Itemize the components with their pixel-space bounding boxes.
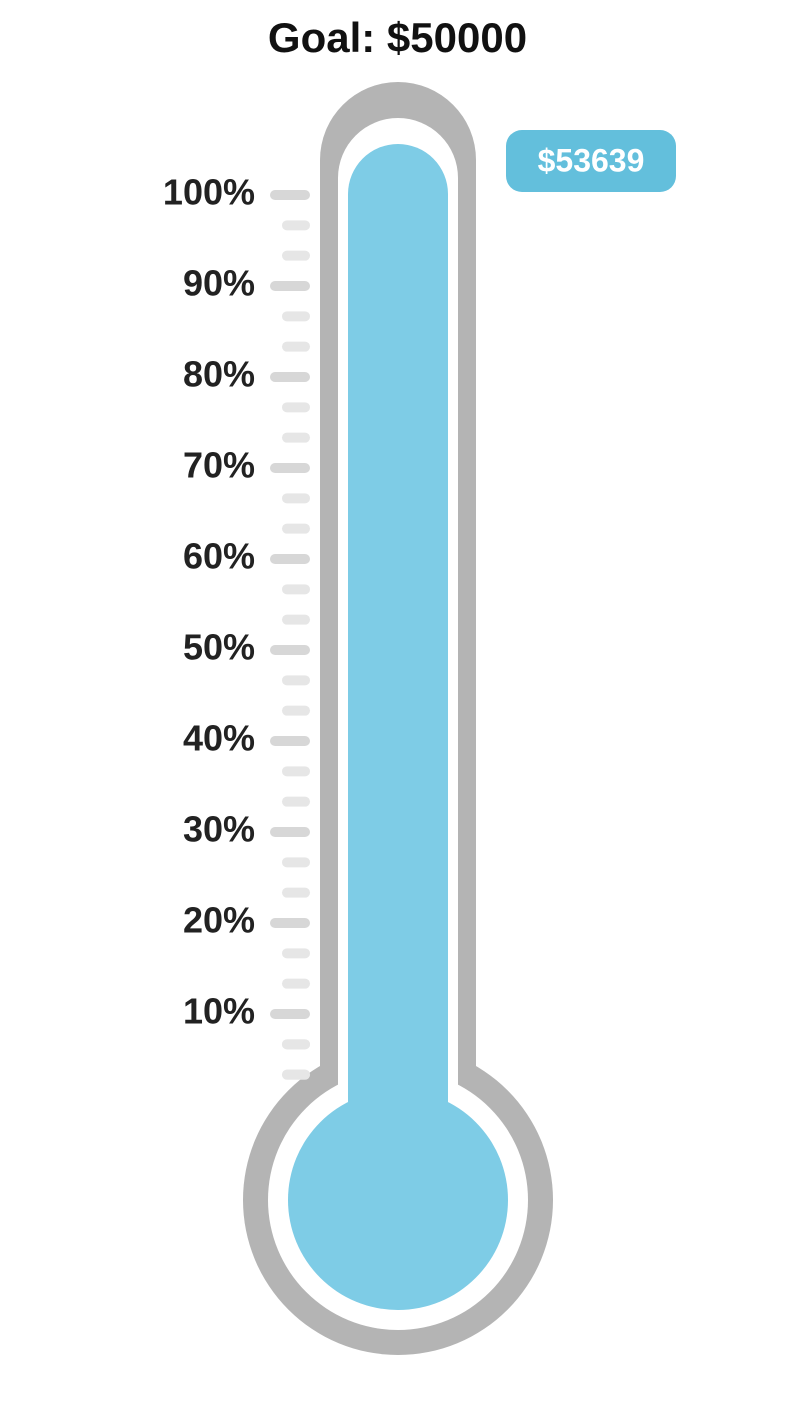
tick-label: 70% xyxy=(183,445,255,486)
tick-label: 20% xyxy=(183,900,255,941)
tick-major xyxy=(270,736,310,746)
tick-minor xyxy=(282,584,310,594)
tick-major xyxy=(270,372,310,382)
tick-minor xyxy=(282,888,310,898)
tick-major xyxy=(270,1009,310,1019)
tick-label: 90% xyxy=(183,263,255,304)
thermometer-chart: 100% 90% 80% 70% 60% 50% 40% 30% 20% 10% $53639 xyxy=(0,0,795,1406)
tick-minor xyxy=(282,675,310,685)
tick-minor xyxy=(282,220,310,230)
tick-label: 40% xyxy=(183,718,255,759)
tube-fill xyxy=(348,144,448,1200)
tick-minor xyxy=(282,615,310,625)
tick-minor xyxy=(282,948,310,958)
tick-minor xyxy=(282,402,310,412)
tick-major xyxy=(270,554,310,564)
tick-minor xyxy=(282,524,310,534)
tick-minor xyxy=(282,706,310,716)
tick-minor xyxy=(282,857,310,867)
amount-badge-label: $53639 xyxy=(538,142,645,178)
tick-major xyxy=(270,190,310,200)
tick-minor xyxy=(282,766,310,776)
tick-minor xyxy=(282,251,310,261)
tick-label: 10% xyxy=(183,991,255,1032)
tick-minor xyxy=(282,1070,310,1080)
tick-major xyxy=(270,827,310,837)
tick-label: 50% xyxy=(183,627,255,668)
tick-major xyxy=(270,281,310,291)
tick-label: 60% xyxy=(183,536,255,577)
tick-minor xyxy=(282,979,310,989)
tick-minor xyxy=(282,311,310,321)
tick-minor xyxy=(282,493,310,503)
tick-label: 100% xyxy=(163,172,255,213)
tick-minor xyxy=(282,342,310,352)
tick-major xyxy=(270,463,310,473)
tick-label: 80% xyxy=(183,354,255,395)
tick-major xyxy=(270,645,310,655)
tick-major xyxy=(270,918,310,928)
tick-minor xyxy=(282,1039,310,1049)
tick-label: 30% xyxy=(183,809,255,850)
tick-minor xyxy=(282,433,310,443)
tick-minor xyxy=(282,797,310,807)
